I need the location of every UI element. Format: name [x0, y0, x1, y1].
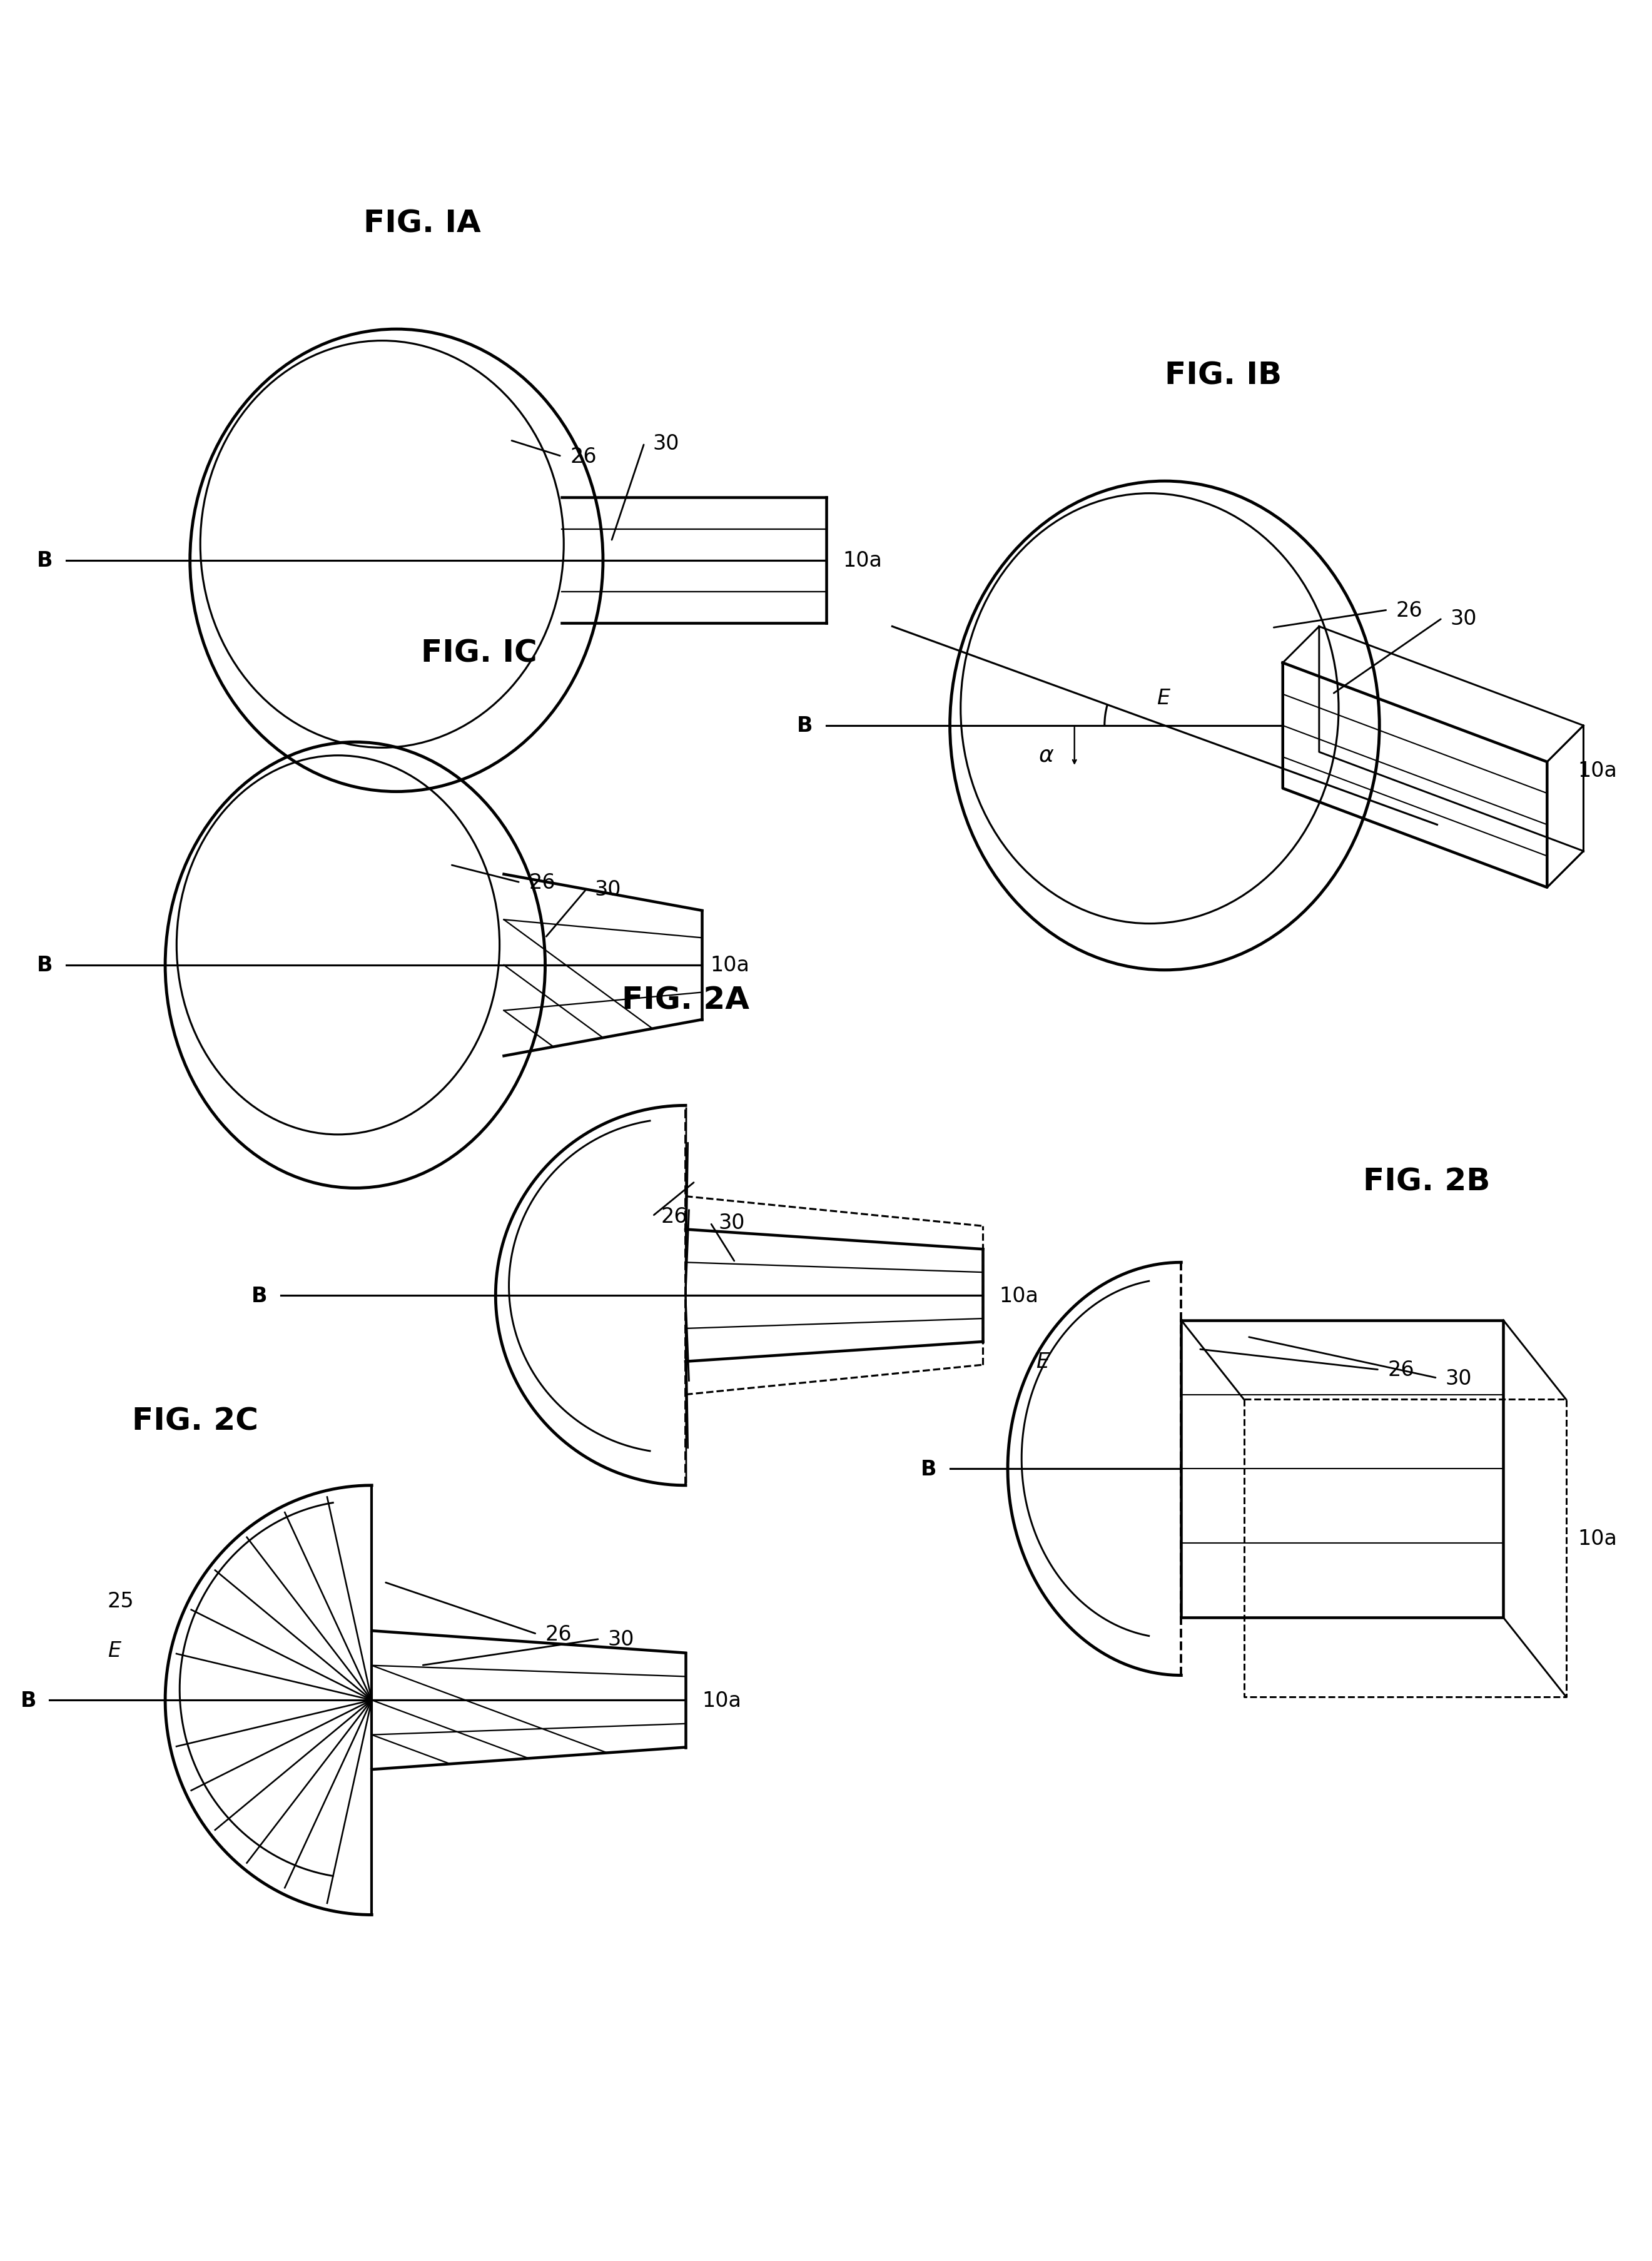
- Text: 10a: 10a: [843, 549, 882, 572]
- Text: E: E: [107, 1641, 121, 1662]
- Text: 26: 26: [529, 873, 555, 893]
- Text: B: B: [36, 549, 53, 572]
- Text: 10a: 10a: [1578, 760, 1617, 780]
- Text: 25: 25: [107, 1592, 134, 1612]
- Text: FIG. IA: FIG. IA: [363, 208, 481, 240]
- Text: 26: 26: [1388, 1359, 1414, 1379]
- Text: B: B: [251, 1284, 268, 1307]
- Text: 30: 30: [719, 1212, 745, 1232]
- Text: 10a: 10a: [1578, 1528, 1617, 1549]
- Text: 10a: 10a: [702, 1689, 742, 1712]
- Text: 30: 30: [653, 434, 679, 454]
- Text: 26: 26: [545, 1623, 572, 1644]
- Text: FIG. 2C: FIG. 2C: [132, 1406, 258, 1436]
- Text: 10a: 10a: [710, 954, 750, 977]
- Text: 26: 26: [661, 1205, 687, 1228]
- Text: B: B: [920, 1458, 937, 1479]
- Text: FIG. 2B: FIG. 2B: [1363, 1167, 1490, 1196]
- Text: B: B: [796, 714, 813, 737]
- Text: FIG. IC: FIG. IC: [421, 638, 537, 667]
- Text: 30: 30: [595, 880, 621, 900]
- Text: 30: 30: [1446, 1368, 1472, 1388]
- Text: B: B: [36, 954, 53, 977]
- Text: 30: 30: [1450, 608, 1477, 629]
- Text: 10a: 10a: [999, 1284, 1039, 1307]
- Text: $\alpha$: $\alpha$: [1039, 744, 1054, 766]
- Text: E: E: [1036, 1352, 1049, 1372]
- Text: 26: 26: [570, 445, 596, 468]
- Text: FIG. IB: FIG. IB: [1165, 362, 1282, 391]
- Text: 30: 30: [608, 1628, 634, 1651]
- Text: FIG. 2A: FIG. 2A: [621, 986, 750, 1015]
- Text: E: E: [1156, 687, 1170, 708]
- Text: B: B: [20, 1689, 36, 1712]
- Text: 26: 26: [1396, 599, 1422, 620]
